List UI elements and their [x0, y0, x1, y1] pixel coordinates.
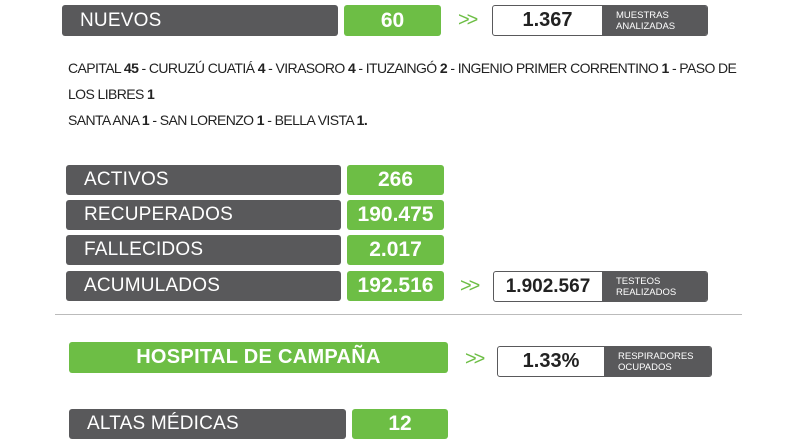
acumulados-label: ACUMULADOS: [66, 271, 341, 301]
cities-list: CAPITAL 45 - CURUZÚ CUATIÁ 4 - VIRASORO …: [68, 55, 748, 133]
respiradores-caption-line2: OCUPADOS: [618, 361, 672, 373]
city-name: - INGENIO PRIMER CORRENTINO: [447, 60, 662, 76]
hospital-title: HOSPITAL DE CAMPAÑA: [69, 342, 448, 373]
city-count: 4: [257, 60, 266, 76]
city-name: - SAN LORENZO: [149, 112, 257, 128]
testeos-caption: TESTEOS REALIZADOS: [602, 272, 707, 301]
muestras-caption-line1: MUESTRAS: [616, 9, 669, 21]
city-name: - CURUZÚ CUATIÁ: [138, 60, 258, 76]
nuevos-label: NUEVOS: [62, 5, 338, 36]
arrow-icon: >>: [460, 274, 480, 297]
testeos-value: 1.902.567: [505, 275, 591, 297]
altas-value: 12: [352, 409, 448, 439]
muestras-caption: MUESTRAS ANALIZADAS: [602, 6, 707, 35]
city-name: - VIRASORO: [264, 60, 348, 76]
respiradores-value: 1.33%: [522, 350, 580, 372]
testeos-box: 1.902.567 TESTEOS REALIZADOS: [493, 271, 708, 302]
respiradores-box: 1.33% RESPIRADORES OCUPADOS: [497, 346, 712, 377]
muestras-box: 1.367 MUESTRAS ANALIZADAS: [492, 5, 708, 36]
acumulados-value: 192.516: [347, 271, 444, 301]
city-count: 2: [439, 60, 448, 76]
recuperados-value: 190.475: [347, 200, 444, 230]
cities-line-2: SANTA ANA 1 - SAN LORENZO 1 - BELLA VIST…: [68, 107, 748, 133]
city-count: 1: [256, 112, 265, 128]
activos-label: ACTIVOS: [66, 165, 341, 195]
fallecidos-value: 2.017: [347, 235, 444, 265]
recuperados-label: RECUPERADOS: [66, 200, 341, 230]
respiradores-caption-line1: RESPIRADORES: [618, 350, 694, 362]
testeos-caption-line2: REALIZADOS: [616, 286, 677, 298]
section-divider: [55, 314, 742, 315]
city-count: 1: [147, 86, 155, 102]
cities-line-1: CAPITAL 45 - CURUZÚ CUATIÁ 4 - VIRASORO …: [68, 55, 748, 107]
muestras-value: 1.367: [522, 9, 573, 31]
city-name: - BELLA VISTA: [263, 112, 357, 128]
city-name: SANTA ANA: [68, 112, 142, 128]
city-count: 45: [123, 60, 139, 76]
arrow-icon: >>: [458, 9, 478, 31]
respiradores-caption: RESPIRADORES OCUPADOS: [604, 347, 711, 376]
activos-value: 266: [347, 165, 444, 195]
city-name: CAPITAL: [68, 60, 124, 76]
city-count: 1.: [356, 112, 368, 128]
arrow-icon: >>: [465, 348, 485, 370]
city-count: 1: [661, 60, 669, 76]
city-count: 4: [347, 60, 356, 76]
city-name: - ITUZAINGÓ: [355, 60, 440, 76]
nuevos-value: 60: [344, 5, 441, 36]
altas-label: ALTAS MÉDICAS: [69, 409, 346, 439]
city-count: 1: [141, 112, 150, 128]
muestras-caption-line2: ANALIZADAS: [616, 20, 676, 32]
city-name: - PASO DE LOS LIBRES: [68, 60, 737, 102]
testeos-caption-line1: TESTEOS: [616, 275, 661, 287]
fallecidos-label: FALLECIDOS: [66, 235, 341, 265]
